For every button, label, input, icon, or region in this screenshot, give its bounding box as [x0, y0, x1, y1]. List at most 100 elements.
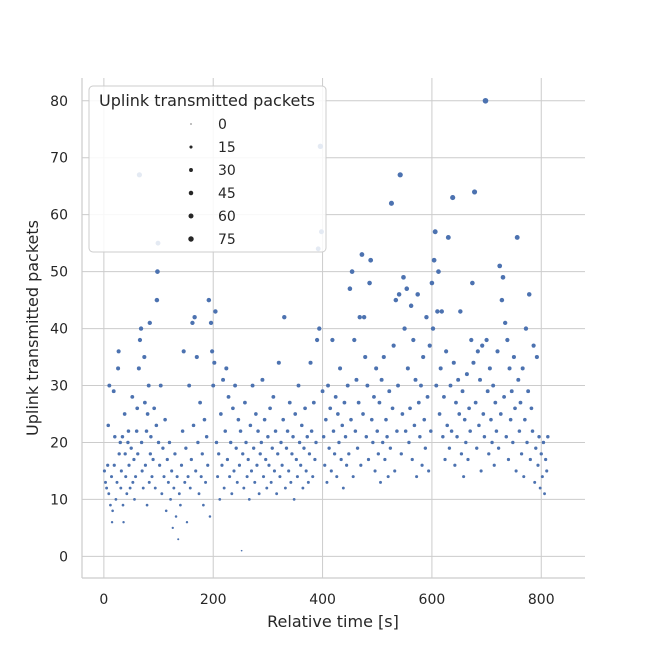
data-point	[401, 274, 406, 280]
data-point	[442, 395, 446, 399]
data-point	[464, 440, 468, 445]
data-point	[240, 549, 243, 552]
data-point	[517, 429, 522, 433]
data-point	[544, 457, 548, 462]
data-point	[338, 366, 343, 371]
data-point	[450, 195, 456, 201]
data-points	[102, 97, 550, 552]
data-point	[111, 509, 114, 513]
data-point	[285, 429, 290, 433]
data-point	[169, 498, 172, 501]
data-point	[106, 423, 111, 428]
data-point	[145, 412, 150, 416]
data-point	[469, 337, 474, 343]
data-point	[399, 452, 403, 456]
x-tick-label: 200	[200, 592, 227, 608]
data-point	[376, 452, 380, 456]
data-point	[464, 372, 469, 377]
data-point	[423, 446, 428, 450]
data-point	[244, 440, 248, 445]
data-point	[439, 309, 444, 314]
data-point	[456, 377, 461, 382]
data-point	[307, 452, 312, 456]
data-point	[229, 440, 233, 445]
legend-label: 30	[218, 163, 236, 179]
data-point	[364, 435, 369, 439]
data-point	[122, 520, 125, 524]
data-point	[241, 452, 245, 456]
legend-title: Uplink transmitted packets	[99, 91, 315, 110]
legend: Uplink transmitted packets 0 15 30 45 60 75	[88, 85, 327, 253]
data-point	[142, 354, 147, 360]
data-point	[329, 469, 333, 473]
data-point	[498, 412, 503, 416]
data-point	[273, 429, 278, 433]
data-point	[475, 446, 479, 450]
data-point	[390, 406, 395, 411]
data-point	[314, 337, 320, 343]
data-point	[110, 475, 114, 479]
data-point	[481, 412, 486, 416]
data-point	[136, 452, 140, 456]
data-point	[116, 366, 121, 371]
data-point	[349, 417, 353, 422]
data-point	[121, 503, 125, 507]
data-point	[301, 486, 305, 490]
data-point	[291, 435, 295, 439]
data-point	[349, 269, 355, 274]
data-point	[511, 354, 516, 360]
data-point	[383, 457, 387, 462]
data-point	[296, 383, 301, 388]
data-point	[324, 417, 328, 422]
legend-label: 15	[218, 140, 236, 156]
data-point	[337, 440, 341, 445]
data-point	[361, 314, 367, 320]
data-point	[467, 406, 471, 411]
legend-marker	[190, 123, 192, 125]
data-point	[540, 475, 544, 479]
legend-marker	[189, 145, 193, 149]
data-point	[161, 446, 165, 450]
data-point	[419, 383, 423, 388]
data-point	[393, 469, 397, 473]
data-point	[127, 463, 131, 467]
data-point	[264, 457, 268, 462]
data-point	[369, 417, 374, 422]
data-point	[287, 469, 291, 473]
data-point	[530, 429, 535, 433]
data-point	[513, 406, 517, 411]
data-point	[134, 429, 139, 433]
data-point	[534, 354, 539, 360]
data-point	[147, 320, 152, 326]
data-point	[496, 446, 501, 450]
data-point	[300, 423, 304, 428]
data-point	[317, 326, 322, 331]
data-point	[279, 440, 283, 445]
data-point	[142, 400, 147, 405]
data-point	[451, 360, 456, 365]
data-point	[538, 486, 542, 490]
data-point	[528, 457, 532, 462]
data-point	[387, 389, 392, 394]
data-point	[172, 486, 176, 490]
data-point	[455, 435, 459, 439]
data-point	[347, 452, 351, 456]
data-point	[148, 452, 152, 456]
data-point	[526, 389, 531, 394]
data-point	[146, 383, 151, 388]
legend-box	[88, 85, 327, 253]
data-point	[336, 412, 340, 416]
data-point	[354, 377, 359, 382]
data-point	[208, 320, 214, 326]
data-point	[224, 366, 229, 371]
data-point	[493, 400, 498, 405]
data-point	[453, 463, 457, 467]
data-point	[309, 429, 314, 433]
legend-label: 75	[218, 232, 236, 248]
data-point	[434, 383, 439, 388]
y-tick-label: 10	[50, 492, 68, 508]
data-point	[293, 412, 298, 416]
data-point	[367, 280, 372, 286]
data-point	[504, 435, 508, 439]
data-point	[347, 286, 353, 291]
